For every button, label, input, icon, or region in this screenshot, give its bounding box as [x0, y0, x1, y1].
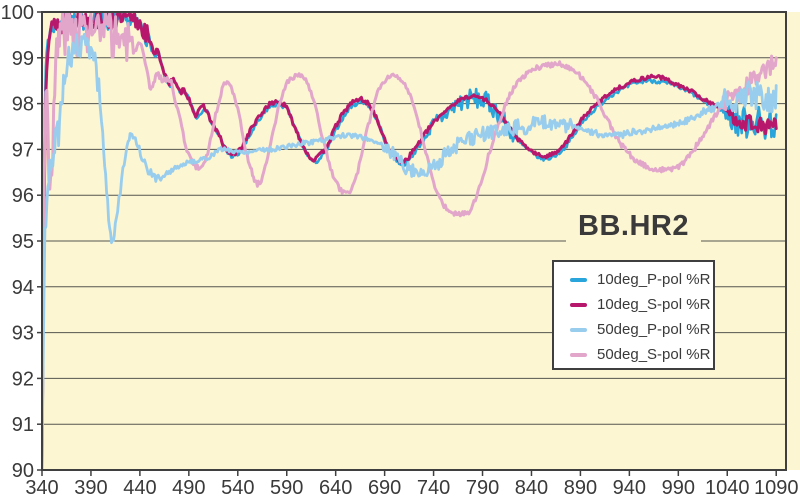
y-tick-label: 100	[1, 2, 34, 24]
y-tick-label: 97	[12, 139, 34, 161]
x-tick-label: 990	[662, 477, 695, 499]
x-tick-label: 540	[221, 477, 254, 499]
x-tick-label: 740	[417, 477, 450, 499]
x-tick-label: 640	[319, 477, 352, 499]
x-tick-label: 790	[466, 477, 499, 499]
legend-swatch-50deg-p-pol	[570, 327, 587, 332]
x-tick-label: 890	[564, 477, 597, 499]
x-tick-label: 940	[613, 477, 646, 499]
x-tick-label: 840	[515, 477, 548, 499]
x-tick-label: 1040	[705, 477, 750, 499]
legend-label: 50deg_S-pol %R	[597, 346, 711, 363]
legend-item: 50deg_P-pol %R	[570, 317, 713, 342]
legend-swatch-10deg-s-pol	[570, 302, 587, 307]
legend-label: 10deg_P-pol %R	[597, 271, 711, 288]
y-tick-label: 94	[12, 277, 34, 299]
y-tick-label: 91	[12, 414, 34, 436]
y-tick-label: 99	[12, 48, 34, 70]
x-tick-label: 440	[123, 477, 156, 499]
legend-item: 10deg_P-pol %R	[570, 267, 713, 292]
series-50deg_S-pol %R	[42, 12, 778, 470]
legend-label: 10deg_S-pol %R	[597, 296, 711, 313]
y-tick-label: 92	[12, 368, 34, 390]
legend-item: 50deg_S-pol %R	[570, 342, 713, 367]
legend-swatch-50deg-s-pol	[570, 352, 587, 357]
x-tick-label: 590	[270, 477, 303, 499]
y-tick-label: 98	[12, 94, 34, 116]
legend-label: 50deg_P-pol %R	[597, 321, 711, 338]
series-50deg_P-pol %R	[42, 32, 778, 470]
legend-swatch-10deg-p-pol	[570, 277, 587, 282]
y-tick-label: 93	[12, 323, 34, 345]
x-tick-label: 1090	[754, 477, 799, 499]
legend-item: 10deg_S-pol %R	[570, 292, 713, 317]
chart-title: BB.HR2	[566, 209, 701, 247]
y-tick-label: 95	[12, 231, 34, 253]
y-tick-label: 96	[12, 185, 34, 207]
legend-box: 10deg_P-pol %R 10deg_S-pol %R 50deg_P-po…	[552, 260, 715, 370]
y-tick-label: 90	[12, 460, 34, 482]
x-tick-label: 490	[172, 477, 205, 499]
series-10deg_S-pol %R	[42, 12, 778, 470]
x-tick-label: 340	[25, 477, 58, 499]
x-tick-label: 690	[368, 477, 401, 499]
x-tick-label: 390	[74, 477, 107, 499]
